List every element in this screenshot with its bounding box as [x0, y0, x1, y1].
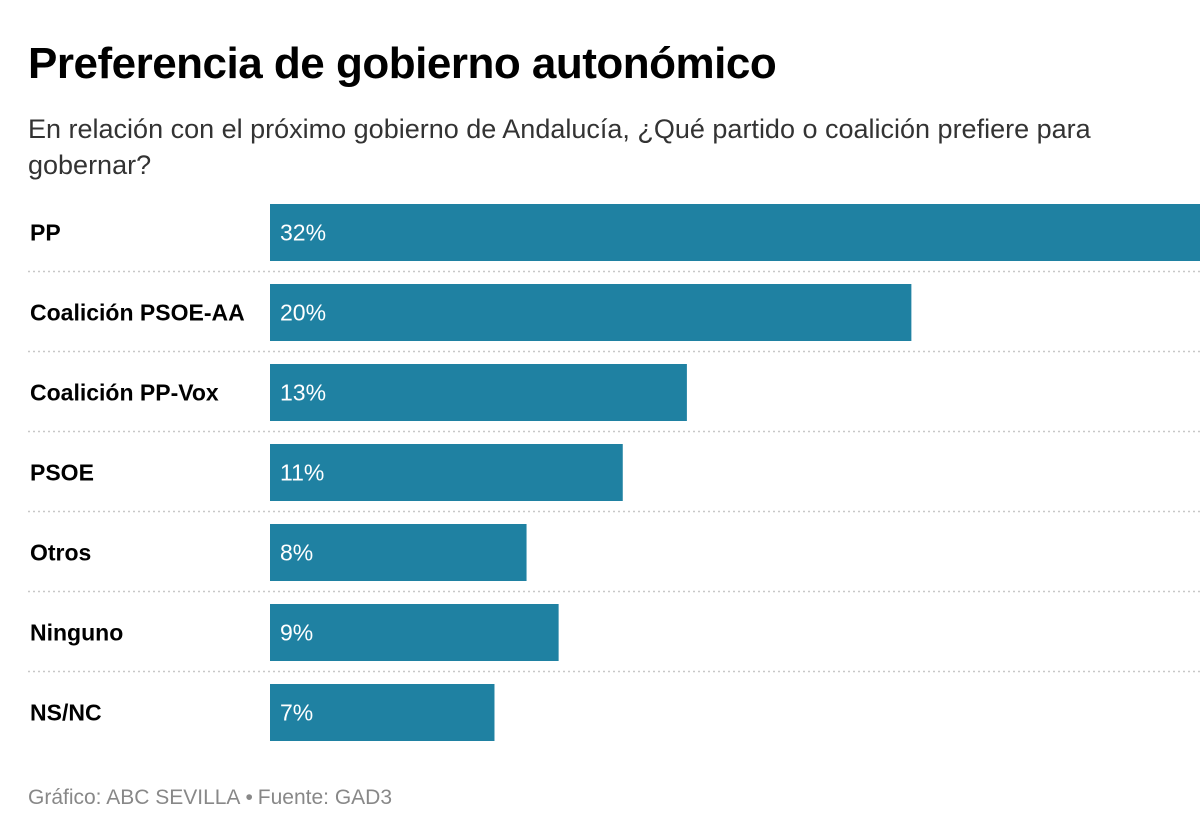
value-label: 7% — [280, 700, 313, 726]
source-credit: Fuente: GAD3 — [257, 786, 393, 809]
value-label: 13% — [280, 380, 326, 406]
value-label: 20% — [280, 300, 326, 326]
value-label: 32% — [280, 220, 326, 246]
category-label: PP — [30, 220, 61, 246]
bar — [270, 204, 1200, 261]
value-label: 11% — [280, 460, 324, 486]
value-label: 8% — [280, 540, 313, 566]
bar-chart: PP 32% Coalición PSOE-AA 20% Coalición PP-Vo… — [28, 204, 1200, 741]
category-label: Otros — [30, 540, 91, 566]
bar — [270, 364, 687, 421]
value-label: 9% — [280, 620, 313, 646]
category-label: Ninguno — [30, 620, 123, 646]
bar — [270, 604, 559, 661]
footer-separator: • — [245, 786, 253, 809]
category-label: NS/NC — [30, 700, 102, 726]
bar — [270, 524, 527, 581]
category-label: Coalición PP-Vox — [30, 380, 219, 406]
bar — [270, 284, 912, 341]
chart-title: Preferencia de gobierno autonómico — [28, 39, 777, 88]
category-label: Coalición PSOE-AA — [30, 300, 245, 326]
bar — [270, 444, 623, 501]
bar — [270, 684, 495, 741]
chart-footer: Gráfico: ABC SEVILLA • Fuente: GAD3 — [28, 784, 392, 812]
chart-subtitle: En relación con el próximo gobierno de A… — [28, 114, 1091, 180]
graphic-credit: Gráfico: ABC SEVILLA — [28, 786, 241, 809]
category-label: PSOE — [30, 460, 94, 486]
